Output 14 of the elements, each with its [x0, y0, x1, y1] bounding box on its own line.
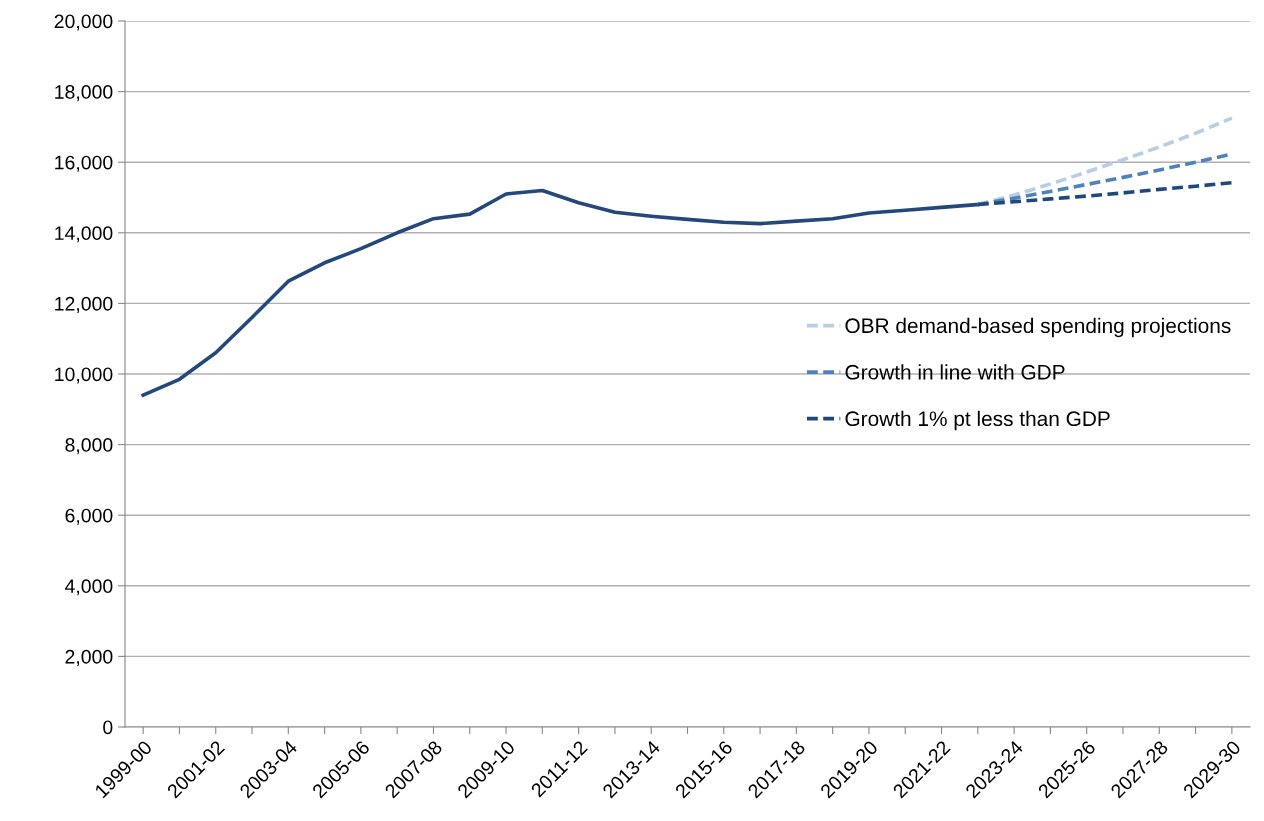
y-tick-label: 12,000	[55, 296, 113, 313]
legend-label: Growth in line with GDP	[845, 364, 1065, 380]
y-tick-label: 18,000	[55, 85, 113, 102]
legend-label: Growth 1% pt less than GDP	[845, 410, 1110, 431]
y-tick-label: 16,000	[55, 155, 113, 172]
y-tick-label: 14,000	[55, 226, 113, 243]
y-tick-label: 20,000	[54, 14, 113, 31]
y-tick-label: 4,000	[64, 579, 113, 596]
y-tick-label: 2,000	[65, 649, 113, 666]
legend-label: OBR demand-based spending projections	[845, 317, 1231, 338]
y-tick-label: 8,000	[65, 438, 113, 455]
y-tick-label: 6,000	[65, 508, 113, 525]
y-tick-label: 0	[103, 720, 113, 735]
y-tick-label: 10,000	[55, 367, 113, 384]
